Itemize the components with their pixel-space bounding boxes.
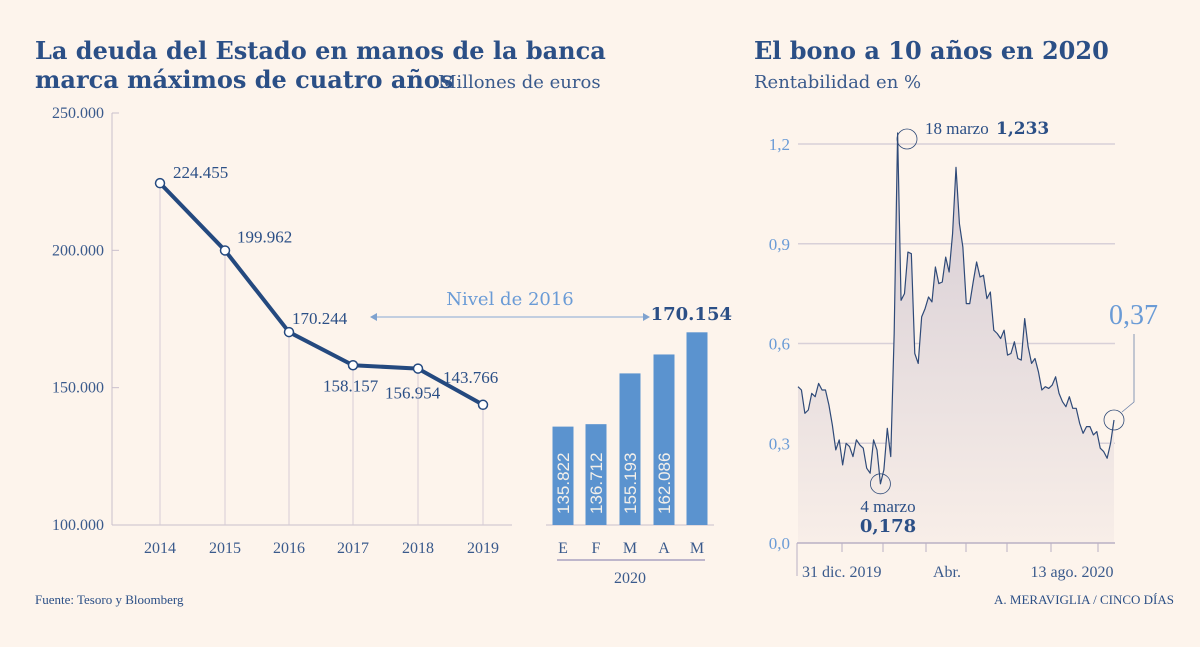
y-tick-label: 0,9 (769, 235, 790, 254)
arrow-left-icon (370, 313, 377, 321)
data-point (412, 363, 424, 374)
last-leader-line (1121, 334, 1135, 413)
min-date-label: 4 marzo (860, 497, 915, 516)
data-point (477, 399, 489, 411)
right-title: El bono a 10 años en 2020 (754, 36, 1109, 65)
bar-category-label: M (623, 540, 637, 557)
bar (585, 424, 607, 525)
data-point (154, 177, 166, 189)
y-tick-label: 150.000 (52, 380, 104, 397)
data-point (347, 360, 359, 371)
last-value-label: 0,37 (1109, 300, 1158, 331)
x-tick-label: 2018 (402, 540, 434, 557)
y-tick-label: 0,0 (769, 534, 790, 553)
x-tick-label: 2017 (337, 540, 369, 557)
debt-bar-chart: 135.822 E 136.712 F 155.193 M 162.086 A 170.154 M… (546, 304, 732, 587)
bar-value-label: 136.712 (587, 453, 606, 514)
bar-value-label: 135.822 (554, 453, 573, 514)
data-label: 158.157 (323, 376, 379, 395)
x-tick-label: 2015 (209, 540, 241, 557)
max-value-label: 1,233 (996, 119, 1049, 139)
data-label: 224.455 (173, 163, 228, 182)
data-point (219, 245, 231, 256)
bar (552, 426, 574, 525)
debt-line (158, 181, 484, 407)
group-label: 2020 (614, 570, 646, 587)
level-2016-label: Nivel de 2016 (446, 289, 574, 310)
bar-category-label: F (592, 540, 601, 557)
arrow-right-icon (643, 313, 650, 321)
min-marker-circle (870, 473, 891, 495)
bar-value-label: 170.154 (651, 304, 732, 325)
bar-category-label: M (690, 540, 704, 557)
credit: A. MERAVIGLIA / CINCO DÍAS (994, 592, 1174, 607)
y-tick-label: 0,6 (769, 335, 790, 354)
bond-area-chart: 0,0 0,3 0,6 0,9 1,2 31 dic. 2019 Abr. 13 ago. 2… (769, 119, 1158, 581)
x-tick-label: 2019 (467, 540, 499, 557)
bar-value-label: 162.086 (655, 453, 674, 514)
data-label: 143.766 (443, 368, 498, 387)
debt-line-chart: 100.000 150.000 200.000 250.000 2014 2015 2016… (52, 105, 650, 557)
last-marker-circle (1103, 409, 1125, 431)
x-tick-label: 31 dic. 2019 (802, 564, 882, 581)
y-tick-label: 250.000 (52, 105, 104, 122)
left-title-line-1: La deuda del Estado en manos de la banca (35, 36, 606, 65)
bar-category-label: E (558, 540, 568, 557)
x-tick-label: 2016 (273, 540, 305, 557)
y-tick-label: 100.000 (52, 517, 104, 534)
bar (653, 354, 675, 525)
x-tick-label: 2014 (144, 540, 176, 557)
data-point (283, 326, 295, 338)
bar-value-label: 155.193 (621, 453, 640, 514)
bar (686, 332, 708, 525)
bar (619, 373, 641, 525)
max-marker-circle (896, 128, 918, 150)
max-date-label: 18 marzo (925, 119, 989, 138)
data-label: 156.954 (385, 384, 441, 403)
yield-line (797, 132, 1115, 485)
data-label: 170.244 (292, 309, 348, 328)
right-subtitle: Rentabilidad en % (754, 72, 921, 93)
source-note: Fuente: Tesoro y Bloomberg (35, 592, 184, 607)
yield-area (798, 133, 1114, 543)
bar-category-label: A (658, 540, 670, 557)
y-tick-label: 200.000 (52, 242, 104, 259)
min-value-label: 0,178 (860, 516, 916, 537)
data-label: 199.962 (237, 227, 292, 246)
x-tick-label: 13 ago. 2020 (1030, 564, 1113, 581)
y-tick-label: 0,3 (769, 434, 790, 453)
y-tick-label: 1,2 (769, 135, 790, 154)
left-subtitle: Millones de euros (438, 72, 601, 93)
left-title-line-2: marca máximos de cuatro años (35, 65, 453, 94)
x-tick-label: Abr. (933, 564, 961, 581)
